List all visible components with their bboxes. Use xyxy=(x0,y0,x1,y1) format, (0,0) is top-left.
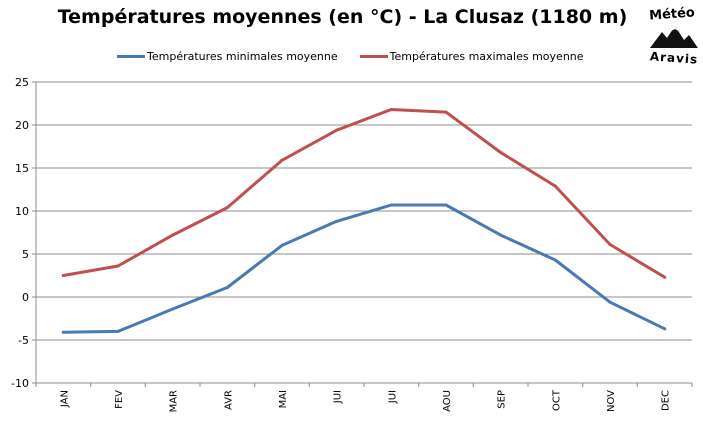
legend-label-min: Températures minimales moyenne xyxy=(147,49,338,63)
x-tick-label: SEP xyxy=(497,390,508,409)
data-point-min xyxy=(171,307,175,311)
data-point-max xyxy=(116,264,120,268)
legend-label-max: Températures maximales moyenne xyxy=(389,49,584,63)
y-tick-label: 25 xyxy=(15,76,29,89)
y-tick-label: 20 xyxy=(15,119,29,132)
legend-item-max: Températures maximales moyenne xyxy=(359,49,584,63)
y-tick-label: 5 xyxy=(22,248,29,261)
y-tick-label: -10 xyxy=(11,377,29,390)
data-point-min xyxy=(335,219,339,223)
series-lines xyxy=(61,108,667,334)
y-tick-label: 10 xyxy=(15,205,29,218)
series-line-min xyxy=(61,203,667,334)
data-point-min xyxy=(553,258,557,262)
data-point-min xyxy=(663,327,667,331)
data-point-min xyxy=(61,330,65,334)
data-point-max xyxy=(335,128,339,132)
y-tick-label: -5 xyxy=(18,334,29,347)
data-point-min xyxy=(116,329,120,333)
legend-swatch-min xyxy=(117,54,145,58)
data-point-max xyxy=(280,158,284,162)
legend-item-min: Températures minimales moyenne xyxy=(117,50,338,63)
data-point-min xyxy=(608,300,612,304)
x-tick-label: AOU xyxy=(442,390,453,412)
chart-title: Températures moyennes (en °C) - La Clusa… xyxy=(57,6,628,28)
data-point-max xyxy=(663,275,667,279)
chart-legend: Températures minimales moyenne Températu… xyxy=(117,47,606,65)
x-tick-label: NOV xyxy=(606,390,617,412)
data-point-min xyxy=(280,243,284,247)
x-tick-label: OCT xyxy=(551,389,562,411)
data-point-max xyxy=(608,243,612,247)
series-line-max xyxy=(61,108,667,279)
data-point-max xyxy=(444,110,448,114)
x-axis: JAN FEV MAR AVR MAI JUI JUI AOU SEP OCT NOV DEC xyxy=(35,383,693,412)
y-axis: -10 -5 0 5 10 15 20 25 xyxy=(11,76,37,390)
logo-text-bottom: Aravis xyxy=(649,49,698,66)
x-tick-label: JUI xyxy=(333,390,344,404)
x-tick-label: MAR xyxy=(169,390,180,412)
x-tick-label: DEC xyxy=(661,390,672,411)
data-point-min xyxy=(225,286,229,290)
y-tick-label: 0 xyxy=(22,291,29,304)
data-point-max xyxy=(61,274,65,277)
meteo-aravis-logo: Météo Aravis xyxy=(649,5,699,66)
data-point-max xyxy=(389,108,393,112)
data-point-min xyxy=(389,203,393,207)
y-tick-label: 15 xyxy=(15,162,29,175)
data-point-min xyxy=(444,203,448,207)
x-tick-label: JAN xyxy=(59,390,70,408)
data-point-max xyxy=(225,206,229,210)
x-tick-label: JUI xyxy=(387,390,398,404)
data-point-max xyxy=(171,233,175,237)
data-point-max xyxy=(499,151,503,155)
gridlines xyxy=(36,81,692,384)
data-point-min xyxy=(499,233,503,237)
logo-text-top: Météo xyxy=(649,5,696,23)
mountain-icon xyxy=(650,26,698,48)
legend-swatch-max xyxy=(359,54,388,58)
x-tick-label: FEV xyxy=(114,390,125,409)
x-tick-label: MAI xyxy=(278,390,289,408)
data-point-max xyxy=(553,184,557,188)
x-tick-label: AVR xyxy=(223,390,234,410)
